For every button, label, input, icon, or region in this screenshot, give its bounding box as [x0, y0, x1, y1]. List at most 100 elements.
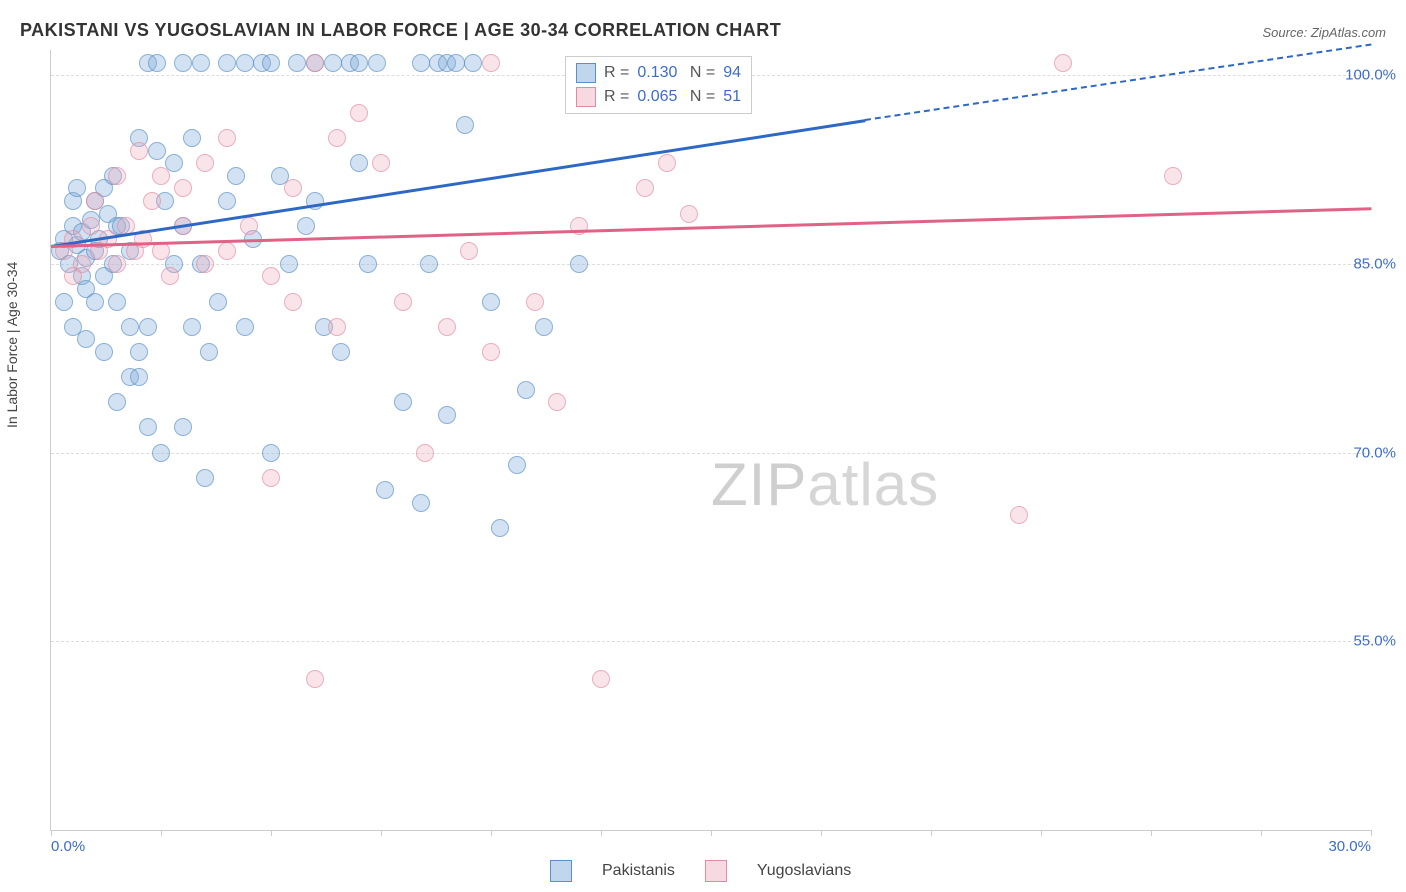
scatter-point: [306, 670, 324, 688]
scatter-point: [491, 519, 509, 537]
scatter-point: [236, 318, 254, 336]
scatter-point: [262, 267, 280, 285]
scatter-point: [218, 129, 236, 147]
scatter-point: [148, 142, 166, 160]
scatter-point: [359, 255, 377, 273]
x-tick: [271, 830, 272, 836]
scatter-point: [200, 343, 218, 361]
chart-container: PAKISTANI VS YUGOSLAVIAN IN LABOR FORCE …: [0, 0, 1406, 892]
scatter-point: [412, 494, 430, 512]
scatter-point: [636, 179, 654, 197]
scatter-point: [130, 368, 148, 386]
scatter-point: [1164, 167, 1182, 185]
scatter-point: [218, 192, 236, 210]
scatter-point: [526, 293, 544, 311]
scatter-point: [460, 242, 478, 260]
scatter-point: [139, 418, 157, 436]
legend-swatch-blue-icon: [550, 860, 572, 882]
scatter-point: [152, 242, 170, 260]
stat-r-value-1: 0.130: [637, 64, 677, 82]
x-tick-label-left: 0.0%: [51, 838, 85, 855]
scatter-point: [548, 393, 566, 411]
scatter-point: [332, 343, 350, 361]
x-tick: [1261, 830, 1262, 836]
y-tick-label: 70.0%: [1353, 444, 1396, 461]
stats-legend-box: R = 0.130 N = 94 R = 0.065 N = 51: [565, 56, 752, 114]
scatter-point: [306, 54, 324, 72]
scatter-point: [95, 343, 113, 361]
x-tick: [821, 830, 822, 836]
scatter-point: [86, 192, 104, 210]
scatter-point: [376, 481, 394, 499]
scatter-point: [284, 293, 302, 311]
watermark-rest: atlas: [807, 451, 939, 518]
scatter-point: [464, 54, 482, 72]
scatter-point: [447, 54, 465, 72]
scatter-point: [161, 267, 179, 285]
scatter-point: [438, 406, 456, 424]
x-tick: [1371, 830, 1372, 836]
stat-r-label-2: R =: [604, 88, 629, 106]
scatter-point: [68, 179, 86, 197]
scatter-point: [130, 343, 148, 361]
scatter-point: [1054, 54, 1072, 72]
bottom-legend: Pakistanis Yugoslavians: [550, 860, 851, 882]
gridline: [51, 264, 1371, 265]
scatter-point: [328, 318, 346, 336]
scatter-point: [517, 381, 535, 399]
scatter-point: [77, 330, 95, 348]
scatter-point: [152, 444, 170, 462]
scatter-point: [174, 418, 192, 436]
scatter-point: [456, 116, 474, 134]
scatter-point: [570, 255, 588, 273]
chart-title: PAKISTANI VS YUGOSLAVIAN IN LABOR FORCE …: [20, 20, 781, 41]
scatter-point: [328, 129, 346, 147]
scatter-point: [350, 104, 368, 122]
scatter-point: [196, 469, 214, 487]
x-tick: [161, 830, 162, 836]
scatter-point: [324, 54, 342, 72]
scatter-point: [130, 142, 148, 160]
x-tick: [1151, 830, 1152, 836]
x-tick: [711, 830, 712, 836]
x-tick: [491, 830, 492, 836]
swatch-blue-icon: [576, 63, 596, 83]
stat-r-label: R =: [604, 64, 629, 82]
scatter-point: [368, 54, 386, 72]
scatter-point: [218, 54, 236, 72]
stat-n-value-2: 51: [723, 88, 741, 106]
scatter-point: [139, 318, 157, 336]
scatter-point: [535, 318, 553, 336]
scatter-point: [482, 293, 500, 311]
scatter-point: [394, 293, 412, 311]
scatter-point: [227, 167, 245, 185]
x-tick: [381, 830, 382, 836]
regression-dash: [865, 44, 1371, 121]
scatter-point: [262, 54, 280, 72]
stat-r-value-2: 0.065: [637, 88, 677, 106]
scatter-point: [174, 54, 192, 72]
scatter-point: [508, 456, 526, 474]
scatter-point: [372, 154, 390, 172]
x-tick-label-right: 30.0%: [1328, 838, 1371, 855]
scatter-point: [592, 670, 610, 688]
stat-n-label: N =: [685, 64, 715, 82]
scatter-point: [482, 343, 500, 361]
source-citation: Source: ZipAtlas.com: [1262, 25, 1386, 40]
x-tick: [601, 830, 602, 836]
scatter-point: [350, 154, 368, 172]
scatter-point: [262, 444, 280, 462]
scatter-point: [420, 255, 438, 273]
x-tick: [931, 830, 932, 836]
regression-line: [51, 119, 865, 247]
scatter-point: [82, 217, 100, 235]
scatter-point: [108, 393, 126, 411]
scatter-point: [262, 469, 280, 487]
scatter-point: [209, 293, 227, 311]
stat-n-label-2: N =: [685, 88, 715, 106]
scatter-point: [236, 54, 254, 72]
scatter-point: [183, 318, 201, 336]
scatter-point: [280, 255, 298, 273]
plot-area: ZIPatlas 0.0%30.0%: [50, 50, 1371, 831]
watermark-zip: ZIP: [711, 451, 807, 518]
